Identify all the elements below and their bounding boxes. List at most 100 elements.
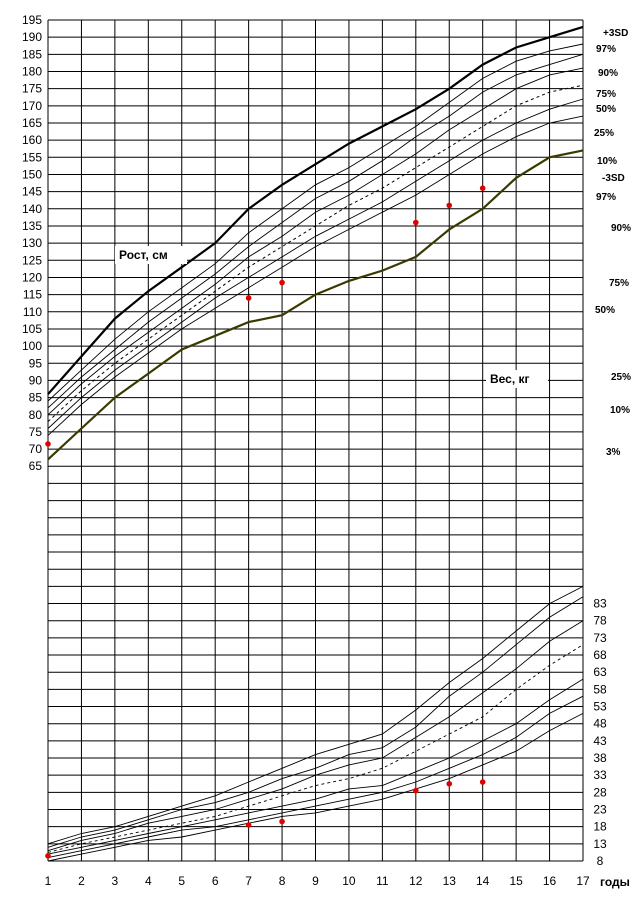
weight-tick-label: 68: [593, 648, 607, 662]
x-tick-label: 9: [312, 874, 319, 888]
percentile-label: 50%: [595, 305, 615, 316]
weight-curve-50%: [47, 644, 584, 853]
height-point: [45, 441, 51, 447]
x-tick-label: 5: [178, 874, 185, 888]
weight-point: [245, 822, 252, 828]
height-axis-label-bg: [115, 246, 187, 264]
percentile-label: 97%: [596, 44, 616, 55]
height-tick-label: 105: [22, 322, 42, 336]
x-tick-label: 10: [342, 874, 356, 888]
x-tick-label: 1: [45, 874, 52, 888]
weight-tick-label: 33: [593, 768, 607, 782]
x-tick-label: 11: [376, 874, 389, 888]
weight-tick-label: 58: [593, 682, 607, 696]
height-tick-label: 150: [22, 167, 42, 181]
x-tick-label: 12: [409, 874, 423, 888]
weight-tick-label: 23: [593, 803, 607, 817]
height-tick-label: 95: [29, 356, 43, 370]
percentile-label: -3SD: [602, 173, 625, 184]
height-tick-label: 180: [22, 64, 42, 78]
percentile-label: 25%: [611, 372, 631, 383]
weight-point: [479, 779, 486, 785]
weight-point: [413, 787, 419, 794]
weight-curve-75%: [47, 620, 584, 852]
x-tick-label: 15: [509, 874, 523, 888]
percentile-label: 3%: [606, 447, 621, 458]
weight-tick-label: 78: [593, 614, 607, 628]
percentile-label: 75%: [596, 89, 616, 100]
x-tick-label: 2: [78, 874, 85, 888]
chart-labels: 1951901851801751701651601551501451401351…: [22, 13, 631, 889]
weight-point: [279, 818, 285, 825]
patient-points: [45, 185, 486, 859]
height-tick-label: 125: [22, 253, 42, 267]
x-tick-label: 13: [443, 874, 457, 888]
height-curve-90%: [47, 53, 584, 409]
height-tick-label: 75: [29, 425, 43, 439]
weight-curve-97%: [47, 585, 584, 845]
weight-axis-label-bg: [486, 370, 548, 388]
height-tick-label: 115: [23, 288, 42, 302]
height-curve-97%: [47, 43, 584, 402]
height-tick-label: 140: [22, 202, 42, 216]
height-point: [245, 295, 252, 301]
height-tick-label: 175: [22, 82, 42, 96]
weight-tick-label: 73: [593, 631, 607, 645]
percentile-label: 90%: [611, 223, 631, 234]
height-tick-label: 195: [22, 13, 42, 27]
percentile-label: 25%: [594, 128, 614, 139]
weight-tick-label: 18: [593, 820, 607, 834]
height-point: [479, 185, 486, 191]
height-tick-label: 70: [29, 442, 43, 456]
weight-tick-label: 53: [593, 700, 607, 714]
weight-curve-10%: [47, 695, 584, 859]
x-tick-label: 8: [279, 874, 286, 888]
height-tick-label: 185: [22, 47, 42, 61]
x-axis-label: годы: [600, 875, 630, 889]
weight-tick-label: 28: [593, 785, 607, 799]
weight-curve-25%: [47, 678, 584, 855]
height-curve-75%: [47, 67, 584, 416]
weight-tick-label: 63: [593, 665, 607, 679]
height-tick-label: 190: [22, 30, 42, 44]
height-curve--3SD: [47, 149, 584, 461]
height-tick-label: 65: [29, 459, 43, 473]
chart-grid: [47, 19, 584, 862]
weight-tick-label: 38: [593, 751, 607, 765]
percentile-label: +3SD: [603, 28, 628, 39]
x-tick-label: 14: [476, 874, 490, 888]
height-tick-label: 130: [22, 236, 42, 250]
weight-point: [446, 780, 453, 787]
percentile-label: 97%: [596, 192, 616, 203]
height-tick-label: 100: [22, 339, 42, 353]
height-point: [413, 219, 419, 226]
height-tick-label: 90: [29, 373, 43, 387]
percentile-label: 75%: [609, 278, 629, 289]
height-curve-+3SD: [47, 25, 584, 395]
percentile-label: 10%: [610, 405, 630, 416]
height-tick-label: 170: [22, 99, 42, 113]
x-tick-label: 4: [145, 874, 152, 888]
weight-curve-90%: [47, 596, 584, 848]
height-tick-label: 110: [23, 305, 42, 319]
height-curve-50%: [47, 84, 584, 422]
x-tick-label: 6: [212, 874, 219, 888]
percentile-label: 50%: [596, 104, 616, 115]
x-tick-label: 17: [576, 874, 590, 888]
height-tick-label: 145: [22, 185, 42, 199]
weight-tick-label: 13: [593, 837, 607, 851]
height-point: [279, 279, 285, 286]
x-tick-label: 7: [245, 874, 252, 888]
height-tick-label: 85: [29, 391, 43, 405]
weight-tick-label: 43: [593, 734, 607, 748]
height-curve-25%: [47, 98, 584, 429]
weight-tick-label: 48: [593, 717, 607, 731]
height-tick-label: 155: [22, 150, 42, 164]
height-tick-label: 160: [22, 133, 42, 147]
weight-tick-label: 83: [593, 597, 607, 611]
percentile-curves: [47, 25, 584, 862]
weight-axis-label: Вес, кг: [490, 372, 530, 386]
height-tick-label: 135: [22, 219, 42, 233]
height-tick-label: 80: [29, 408, 43, 422]
height-tick-label: 120: [22, 270, 42, 284]
